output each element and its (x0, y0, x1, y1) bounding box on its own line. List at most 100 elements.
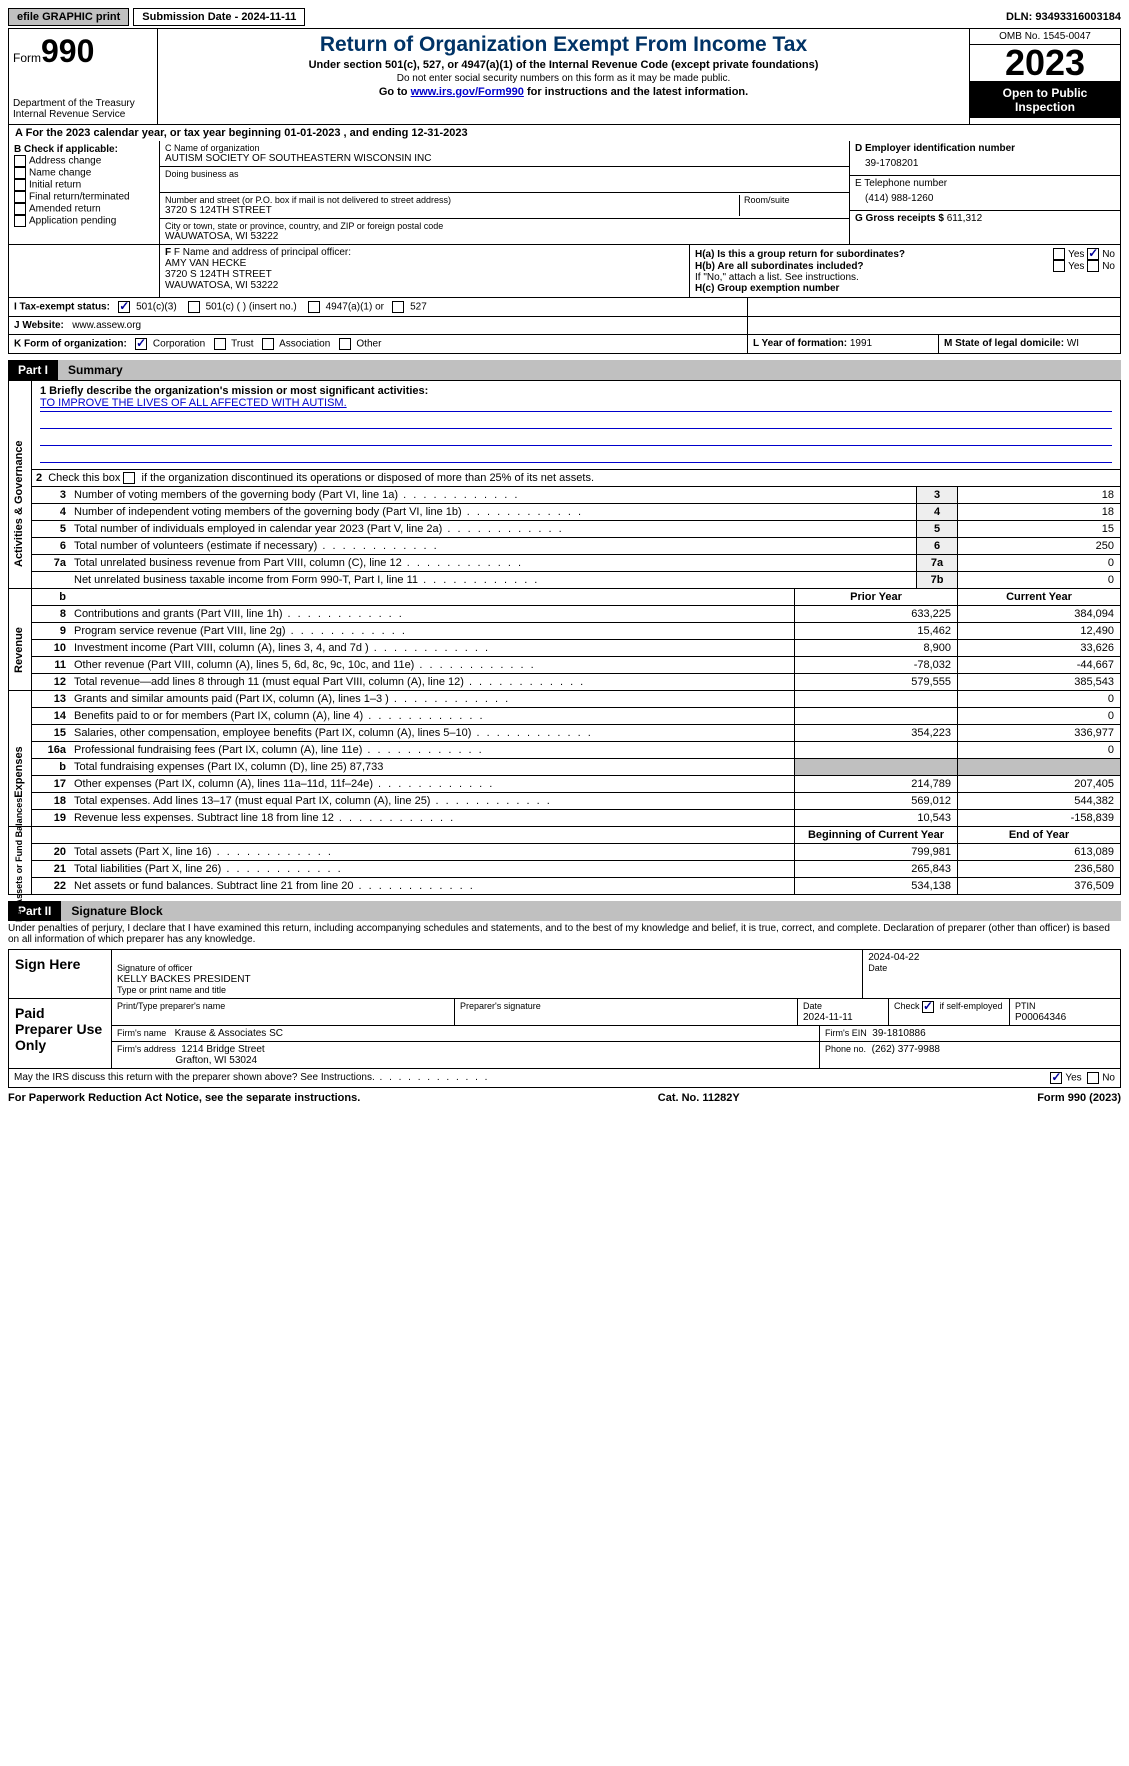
row-k-l-m: K Form of organization: Corporation Trus… (8, 335, 1121, 354)
checkbox-name-change[interactable] (14, 167, 26, 179)
checkbox-final-return[interactable] (14, 191, 26, 203)
form-number: Form990 (13, 33, 153, 70)
table-row: 7aTotal unrelated business revenue from … (32, 555, 1120, 572)
checkbox-assoc[interactable] (262, 338, 274, 350)
checkbox-527[interactable] (392, 301, 404, 313)
gross-receipts-label: G Gross receipts $ (855, 213, 944, 224)
summary-net-assets: Net Assets or Fund Balances Beginning of… (8, 827, 1121, 895)
table-row: 12Total revenue—add lines 8 through 11 (… (32, 674, 1120, 690)
firm-addr2: Grafton, WI 53024 (175, 1055, 257, 1066)
form-header: Form990 Department of the Treasury Inter… (8, 28, 1121, 125)
table-row: 14Benefits paid to or for members (Part … (32, 708, 1120, 725)
state-domicile: WI (1067, 338, 1079, 349)
begin-year-header: Beginning of Current Year (794, 827, 957, 843)
box-c: C Name of organization AUTISM SOCIETY OF… (160, 141, 849, 244)
firm-ein: 39-1810886 (872, 1028, 925, 1039)
row-i: I Tax-exempt status: 501(c)(3) 501(c) ( … (8, 298, 1121, 317)
checkbox-501c[interactable] (188, 301, 200, 313)
table-row: 20Total assets (Part X, line 16)799,9816… (32, 844, 1120, 861)
form-title: Return of Organization Exempt From Incom… (164, 33, 963, 57)
tax-year: 2023 (970, 45, 1120, 82)
firm-addr1: 1214 Bridge Street (181, 1044, 264, 1055)
checkbox-corp[interactable] (135, 338, 147, 350)
header-f-h: F F Name and address of principal office… (8, 245, 1121, 298)
header-info-grid: B Check if applicable: Address change Na… (8, 141, 1121, 245)
officer-label: F F Name and address of principal office… (165, 247, 684, 258)
mission-text[interactable]: TO IMPROVE THE LIVES OF ALL AFFECTED WIT… (40, 397, 347, 409)
irs-link[interactable]: www.irs.gov/Form990 (411, 86, 524, 98)
form-instructions-link: Go to www.irs.gov/Form990 for instructio… (164, 86, 963, 98)
tax-period: A For the 2023 calendar year, or tax yea… (8, 125, 1121, 141)
checkbox-ha-no[interactable] (1087, 248, 1099, 260)
table-row: bTotal fundraising expenses (Part IX, co… (32, 759, 1120, 776)
footer-mid: Cat. No. 11282Y (658, 1092, 740, 1104)
sidelabel-net: Net Assets or Fund Balances (14, 822, 24, 922)
table-row: 19Revenue less expenses. Subtract line 1… (32, 810, 1120, 826)
current-year-header: Current Year (957, 589, 1120, 605)
table-row: Net unrelated business taxable income fr… (32, 572, 1120, 588)
website-value: www.assew.org (72, 320, 141, 331)
table-row: 21Total liabilities (Part X, line 26)265… (32, 861, 1120, 878)
dln: DLN: 93493316003184 (1006, 11, 1121, 23)
treasury-dept: Department of the Treasury Internal Reve… (13, 98, 153, 120)
sign-here-label: Sign Here (9, 950, 112, 998)
end-year-header: End of Year (957, 827, 1120, 843)
paid-preparer-label: Paid Preparer Use Only (9, 999, 112, 1068)
open-to-public: Open to Public Inspection (970, 82, 1120, 118)
firm-phone: (262) 377-9988 (872, 1044, 940, 1055)
summary-governance: Activities & Governance 1 Briefly descri… (8, 380, 1121, 589)
table-row: 13Grants and similar amounts paid (Part … (32, 691, 1120, 708)
phone-label: E Telephone number (855, 178, 1115, 189)
checkbox-discuss-no[interactable] (1087, 1072, 1099, 1084)
checkbox-discuss-yes[interactable] (1050, 1072, 1062, 1084)
hc-label: H(c) Group exemption number (695, 283, 839, 294)
perjury-statement: Under penalties of perjury, I declare th… (8, 921, 1121, 947)
table-row: 6Total number of volunteers (estimate if… (32, 538, 1120, 555)
room-label: Room/suite (744, 195, 844, 205)
part-1-header: Part I Summary (8, 360, 1121, 380)
sign-date: 2024-04-22 (868, 952, 919, 963)
part-2-header: Part II Signature Block (8, 901, 1121, 921)
table-row: 22Net assets or fund balances. Subtract … (32, 878, 1120, 894)
street-label: Number and street (or P.O. box if mail i… (165, 195, 735, 205)
form-subtitle-2: Do not enter social security numbers on … (164, 73, 963, 84)
checkbox-other[interactable] (339, 338, 351, 350)
mission-block: 1 Briefly describe the organization's mi… (32, 381, 1120, 470)
signature-block: Sign Here Signature of officerKELLY BACK… (8, 949, 1121, 1069)
gross-receipts-value: 611,312 (947, 213, 982, 224)
checkbox-hb-yes[interactable] (1053, 260, 1065, 272)
table-row: 9Program service revenue (Part VIII, lin… (32, 623, 1120, 640)
table-row: 17Other expenses (Part IX, column (A), l… (32, 776, 1120, 793)
checkbox-hb-no[interactable] (1087, 260, 1099, 272)
officer-signature: KELLY BACKES PRESIDENT (117, 974, 251, 985)
table-row: 16aProfessional fundraising fees (Part I… (32, 742, 1120, 759)
checkbox-ha-yes[interactable] (1053, 248, 1065, 260)
checkbox-trust[interactable] (214, 338, 226, 350)
checkbox-self-employed[interactable] (922, 1001, 934, 1013)
form-subtitle-1: Under section 501(c), 527, or 4947(a)(1)… (164, 59, 963, 71)
checkbox-4947[interactable] (308, 301, 320, 313)
table-row: 15Salaries, other compensation, employee… (32, 725, 1120, 742)
checkbox-501c3[interactable] (118, 301, 130, 313)
page-footer: For Paperwork Reduction Act Notice, see … (8, 1092, 1121, 1104)
top-bar: efile GRAPHIC print Submission Date - 20… (8, 8, 1121, 26)
sidelabel-governance: Activities & Governance (13, 447, 25, 567)
officer-name: AMY VAN HECKE (165, 258, 684, 269)
phone-value: (414) 988-1260 (855, 189, 1115, 208)
line-2: 2 Check this box if the organization dis… (32, 470, 1120, 486)
col-b-label: b (32, 589, 70, 605)
footer-right: Form 990 (2023) (1037, 1092, 1121, 1104)
checkbox-initial-return[interactable] (14, 179, 26, 191)
checkbox-discontinued[interactable] (123, 472, 135, 484)
ptin-value: P00064346 (1015, 1012, 1066, 1023)
preparer-date: 2024-11-11 (803, 1012, 853, 1023)
org-name-label: C Name of organization (165, 143, 844, 153)
table-row: 10Investment income (Part VIII, column (… (32, 640, 1120, 657)
org-name: AUTISM SOCIETY OF SOUTHEASTERN WISCONSIN… (165, 153, 844, 164)
table-row: 11Other revenue (Part VIII, column (A), … (32, 657, 1120, 674)
checkbox-address-change[interactable] (14, 155, 26, 167)
year-formation: 1991 (850, 338, 872, 349)
checkbox-application-pending[interactable] (14, 215, 26, 227)
checkbox-amended[interactable] (14, 203, 26, 215)
efile-print-button[interactable]: efile GRAPHIC print (8, 8, 129, 26)
